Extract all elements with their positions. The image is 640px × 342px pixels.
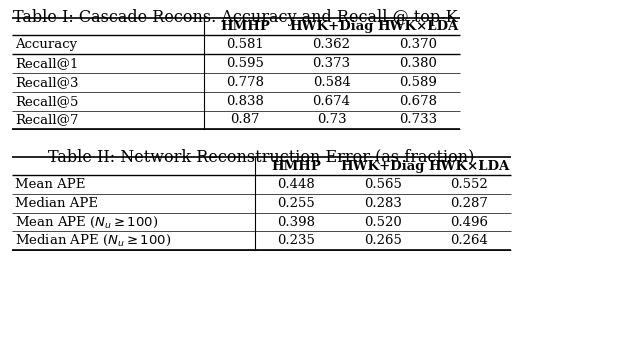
Text: 0.778: 0.778 <box>226 76 264 89</box>
Text: Median APE: Median APE <box>15 197 99 210</box>
Text: Mean APE: Mean APE <box>15 178 86 191</box>
Text: 0.362: 0.362 <box>312 38 351 51</box>
Text: 0.264: 0.264 <box>450 234 488 247</box>
Text: 0.733: 0.733 <box>399 114 437 127</box>
Text: 0.380: 0.380 <box>399 57 437 70</box>
Text: 0.496: 0.496 <box>450 215 488 228</box>
Text: 0.678: 0.678 <box>399 95 437 108</box>
Text: 0.255: 0.255 <box>278 197 315 210</box>
Text: Accuracy: Accuracy <box>15 38 77 51</box>
Text: Recall@3: Recall@3 <box>15 76 79 89</box>
Text: 0.287: 0.287 <box>450 197 488 210</box>
Text: HWK+Diag: HWK+Diag <box>340 160 425 173</box>
Text: Recall@1: Recall@1 <box>15 57 79 70</box>
Text: 0.565: 0.565 <box>364 178 402 191</box>
Text: 0.674: 0.674 <box>312 95 351 108</box>
Text: Mean APE ($N_u \geq 100$): Mean APE ($N_u \geq 100$) <box>15 214 159 229</box>
Text: Recall@7: Recall@7 <box>15 114 79 127</box>
Text: 0.373: 0.373 <box>312 57 351 70</box>
Text: 0.87: 0.87 <box>230 114 260 127</box>
Text: Table II: Network Reconstruction Error (as fraction): Table II: Network Reconstruction Error (… <box>48 148 474 165</box>
Text: HMHP: HMHP <box>271 160 321 173</box>
Text: 0.520: 0.520 <box>364 215 401 228</box>
Text: HWK×LDA: HWK×LDA <box>378 20 458 33</box>
Text: 0.552: 0.552 <box>451 178 488 191</box>
Text: Median APE ($N_u \geq 100$): Median APE ($N_u \geq 100$) <box>15 233 172 248</box>
Text: 0.235: 0.235 <box>277 234 316 247</box>
Text: 0.265: 0.265 <box>364 234 402 247</box>
Text: 0.838: 0.838 <box>226 95 264 108</box>
Text: 0.589: 0.589 <box>399 76 437 89</box>
Text: Table I: Cascade Recons. Accuracy and Recall @ top-K: Table I: Cascade Recons. Accuracy and Re… <box>13 9 458 26</box>
Text: 0.283: 0.283 <box>364 197 402 210</box>
Text: HWK+Diag: HWK+Diag <box>289 20 374 33</box>
Text: 0.595: 0.595 <box>226 57 264 70</box>
Text: 0.73: 0.73 <box>317 114 346 127</box>
Text: Recall@5: Recall@5 <box>15 95 79 108</box>
Text: 0.448: 0.448 <box>278 178 315 191</box>
Text: 0.581: 0.581 <box>227 38 264 51</box>
Text: 0.398: 0.398 <box>277 215 316 228</box>
Text: HMHP: HMHP <box>220 20 270 33</box>
Text: HWK×LDA: HWK×LDA <box>429 160 509 173</box>
Text: 0.370: 0.370 <box>399 38 437 51</box>
Text: 0.584: 0.584 <box>313 76 350 89</box>
